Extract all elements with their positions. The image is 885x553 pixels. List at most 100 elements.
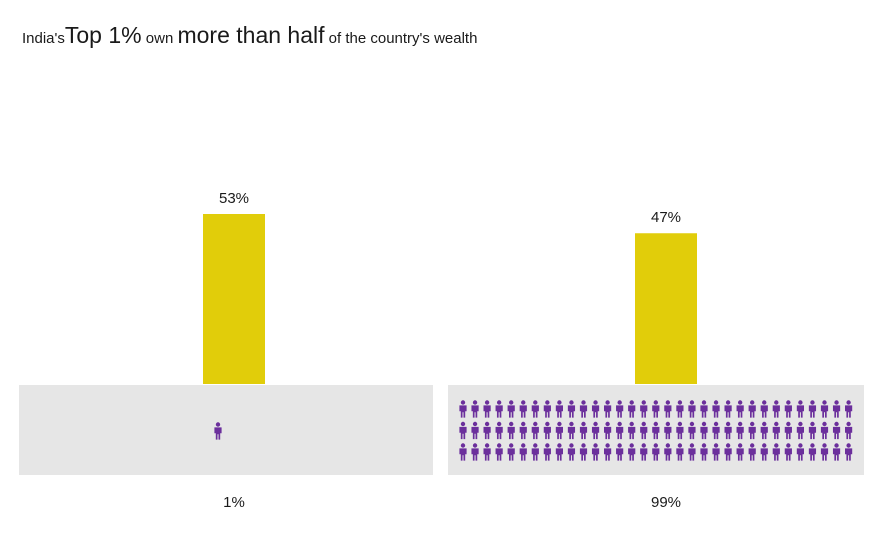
person-icon <box>507 443 515 461</box>
person-icon <box>688 443 696 461</box>
person-icon <box>543 400 551 418</box>
person-icon <box>832 400 841 418</box>
person-icon <box>652 400 660 418</box>
person-icon <box>495 443 503 461</box>
title-part-wealth: of the country's wealth <box>324 30 478 47</box>
person-icon <box>531 400 539 418</box>
person-icon <box>507 421 515 440</box>
person-icon <box>820 421 829 440</box>
person-icon <box>591 421 600 440</box>
person-icon <box>579 443 588 461</box>
person-icon <box>531 421 539 440</box>
person-icon <box>748 400 756 418</box>
person-icon <box>760 421 768 440</box>
person-icon <box>784 421 792 440</box>
person-icon <box>628 421 636 440</box>
person-icon <box>712 400 720 418</box>
person-icon <box>796 400 804 418</box>
person-icon <box>628 400 636 418</box>
person-icon <box>664 400 672 418</box>
person-icon <box>724 421 732 440</box>
person-icon <box>591 400 600 418</box>
person-icon <box>483 443 491 461</box>
person-icon <box>832 421 841 440</box>
person-icon <box>676 443 684 461</box>
person-icon <box>471 443 479 461</box>
person-icon <box>845 421 853 440</box>
person-icon <box>724 400 732 418</box>
person-icon <box>507 400 515 418</box>
person-icon <box>760 443 768 461</box>
person-icon <box>652 421 660 440</box>
person-icon <box>688 400 696 418</box>
people-group-2 <box>459 400 853 461</box>
person-icon <box>640 443 648 461</box>
population-panel-1 <box>19 385 433 475</box>
person-icon <box>604 400 612 418</box>
category-label-1: 1% <box>223 494 245 511</box>
bar-2 <box>635 233 697 384</box>
person-icon <box>567 443 576 461</box>
person-icon <box>712 421 720 440</box>
person-icon <box>845 400 853 418</box>
person-icon <box>640 421 648 440</box>
person-icon <box>616 400 624 418</box>
person-icon <box>616 443 624 461</box>
person-icon <box>459 400 467 418</box>
person-icon <box>555 421 563 440</box>
title-part-top1: Top 1% <box>64 22 142 48</box>
person-icon <box>820 443 829 461</box>
person-icon <box>772 400 780 418</box>
person-icon <box>832 443 841 461</box>
person-icon <box>760 400 768 418</box>
person-icon <box>772 443 780 461</box>
person-icon <box>808 443 817 461</box>
person-icon <box>483 421 491 440</box>
person-icon <box>543 421 551 440</box>
person-icon <box>784 400 792 418</box>
person-icon <box>543 443 551 461</box>
person-icon <box>471 400 479 418</box>
person-icon <box>640 400 648 418</box>
person-icon <box>688 421 696 440</box>
person-icon <box>555 400 563 418</box>
person-icon <box>808 421 817 440</box>
person-icon <box>567 421 576 440</box>
person-icon <box>495 421 503 440</box>
person-icon <box>700 443 708 461</box>
title-part-more-than-half: more than half <box>177 22 325 48</box>
person-icon <box>519 421 527 440</box>
person-icon <box>664 443 672 461</box>
person-icon <box>796 443 804 461</box>
person-icon <box>555 443 563 461</box>
person-icon <box>652 443 660 461</box>
person-icon <box>495 400 503 418</box>
person-icon <box>736 443 744 461</box>
value-label-2: 47% <box>651 209 681 226</box>
person-icon <box>736 421 744 440</box>
person-icon <box>616 421 624 440</box>
value-label-1: 53% <box>219 190 249 207</box>
person-icon <box>579 400 588 418</box>
person-icon <box>628 443 636 461</box>
person-icon <box>519 400 527 418</box>
person-icon <box>471 421 479 440</box>
person-icon <box>519 443 527 461</box>
category-label-2: 99% <box>651 494 681 511</box>
person-icon <box>784 443 792 461</box>
person-icon <box>808 400 817 418</box>
person-icon <box>591 443 600 461</box>
person-icon <box>459 443 467 461</box>
title-part-own: own <box>141 30 178 47</box>
person-icon <box>579 421 588 440</box>
person-icon <box>820 400 829 418</box>
person-icon <box>676 421 684 440</box>
person-icon <box>712 443 720 461</box>
chart-title: India'sTop 1% own more than half of the … <box>22 22 477 49</box>
people-group-1 <box>214 422 222 440</box>
person-icon <box>459 421 467 440</box>
person-icon <box>567 400 576 418</box>
person-icon <box>676 400 684 418</box>
person-icon <box>483 400 491 418</box>
